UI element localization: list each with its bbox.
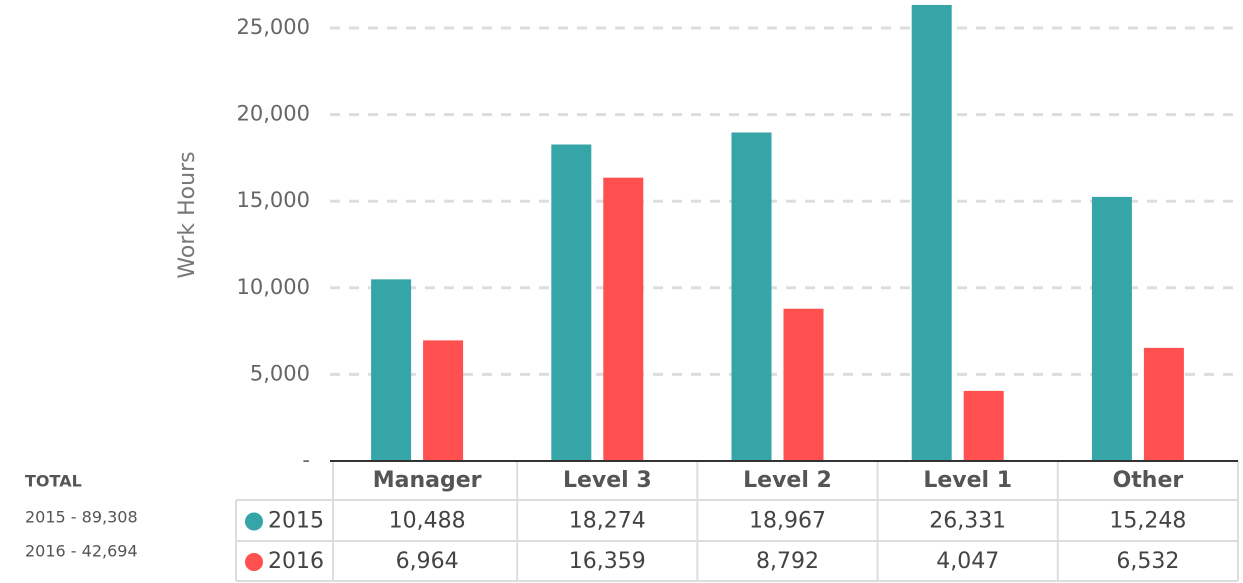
totals-title: TOTAL [25,472,82,491]
bar [1143,347,1184,461]
x-tick-label: Level 3 [563,468,652,493]
y-tick-label: 10,000 [237,275,310,299]
value-label: 18,274 [569,509,646,534]
legend-marker [245,553,263,571]
legend-label: 2015 [268,509,324,534]
bar [603,177,644,462]
value-label: 26,331 [929,509,1006,534]
bar [963,390,1004,461]
value-label: 18,967 [749,509,826,534]
x-tick-label: Level 1 [923,468,1012,493]
y-tick-label: - [302,448,310,472]
value-label: 10,488 [389,509,466,534]
bar [731,132,772,461]
value-label: 8,792 [756,549,819,574]
y-axis-label: Work Hours [175,151,200,278]
y-tick-label: 5,000 [250,361,310,385]
y-tick-label: 25,000 [237,15,310,39]
total: 2015 - 89,308 [25,508,138,527]
total: 2016 - 42,694 [25,542,138,561]
bar [1091,196,1132,461]
bar [551,144,592,461]
x-tick-label: Manager [373,468,482,493]
bar [371,279,412,461]
value-label: 6,964 [396,549,459,574]
bar [783,308,824,461]
legend-label: 2016 [268,549,324,574]
value-label: 6,532 [1116,549,1179,574]
y-tick-label: 20,000 [237,102,310,126]
bar [423,340,464,461]
value-label: 15,248 [1109,509,1186,534]
legend-marker [245,512,263,531]
x-tick-label: Other [1113,468,1184,493]
x-tick-label: Level 2 [743,468,832,493]
bar [911,4,952,461]
value-label: 16,359 [569,549,646,574]
y-tick-label: 15,000 [237,188,310,212]
value-label: 4,047 [936,549,999,574]
